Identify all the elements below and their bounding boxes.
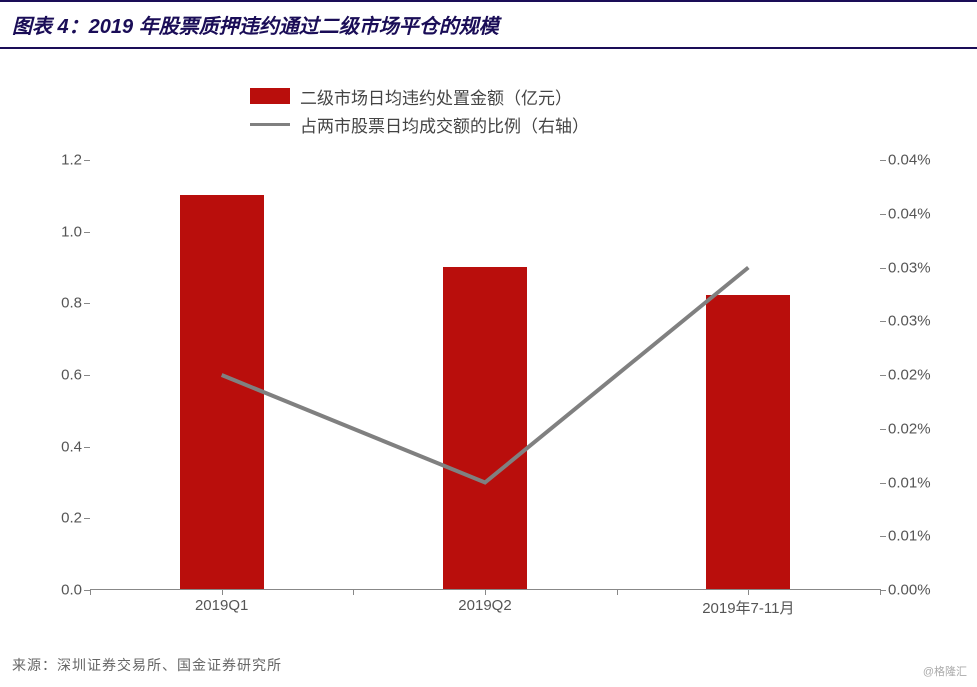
line-series-svg [90, 160, 880, 590]
legend-line-label: 占两市股票日均成交额的比例（右轴） [300, 112, 589, 137]
watermark: @格隆汇 [923, 663, 967, 679]
y-right-tick: 0.00% [880, 582, 931, 599]
y-right-tick: 0.01% [880, 528, 931, 545]
legend-bar-label: 二级市场日均违约处置金额（亿元） [300, 84, 572, 109]
y-right-tick: 0.04% [880, 205, 931, 222]
y-right-tick: 0.01% [880, 474, 931, 491]
y-right-tick: 0.04% [880, 152, 931, 169]
y-right-tick: 0.03% [880, 259, 931, 276]
y-right-tick: 0.03% [880, 313, 931, 330]
source-footer: 来源：深圳证券交易所、国金证券研究所 [12, 655, 282, 675]
chart-title: 图表 4：2019 年股票质押违约通过二级市场平仓的规模 [0, 0, 977, 49]
chart-plot-area: 0.00.20.40.60.81.01.20.00%0.01%0.01%0.02… [90, 160, 880, 590]
y-right-tick: 0.02% [880, 367, 931, 384]
y-right-tick: 0.02% [880, 420, 931, 437]
legend-swatch-bar [250, 88, 290, 104]
legend-item-line: 占两市股票日均成交额的比例（右轴） [250, 110, 589, 138]
legend: 二级市场日均违约处置金额（亿元） 占两市股票日均成交额的比例（右轴） [250, 82, 589, 138]
legend-item-bar: 二级市场日均违约处置金额（亿元） [250, 82, 589, 110]
legend-swatch-line [250, 123, 290, 126]
